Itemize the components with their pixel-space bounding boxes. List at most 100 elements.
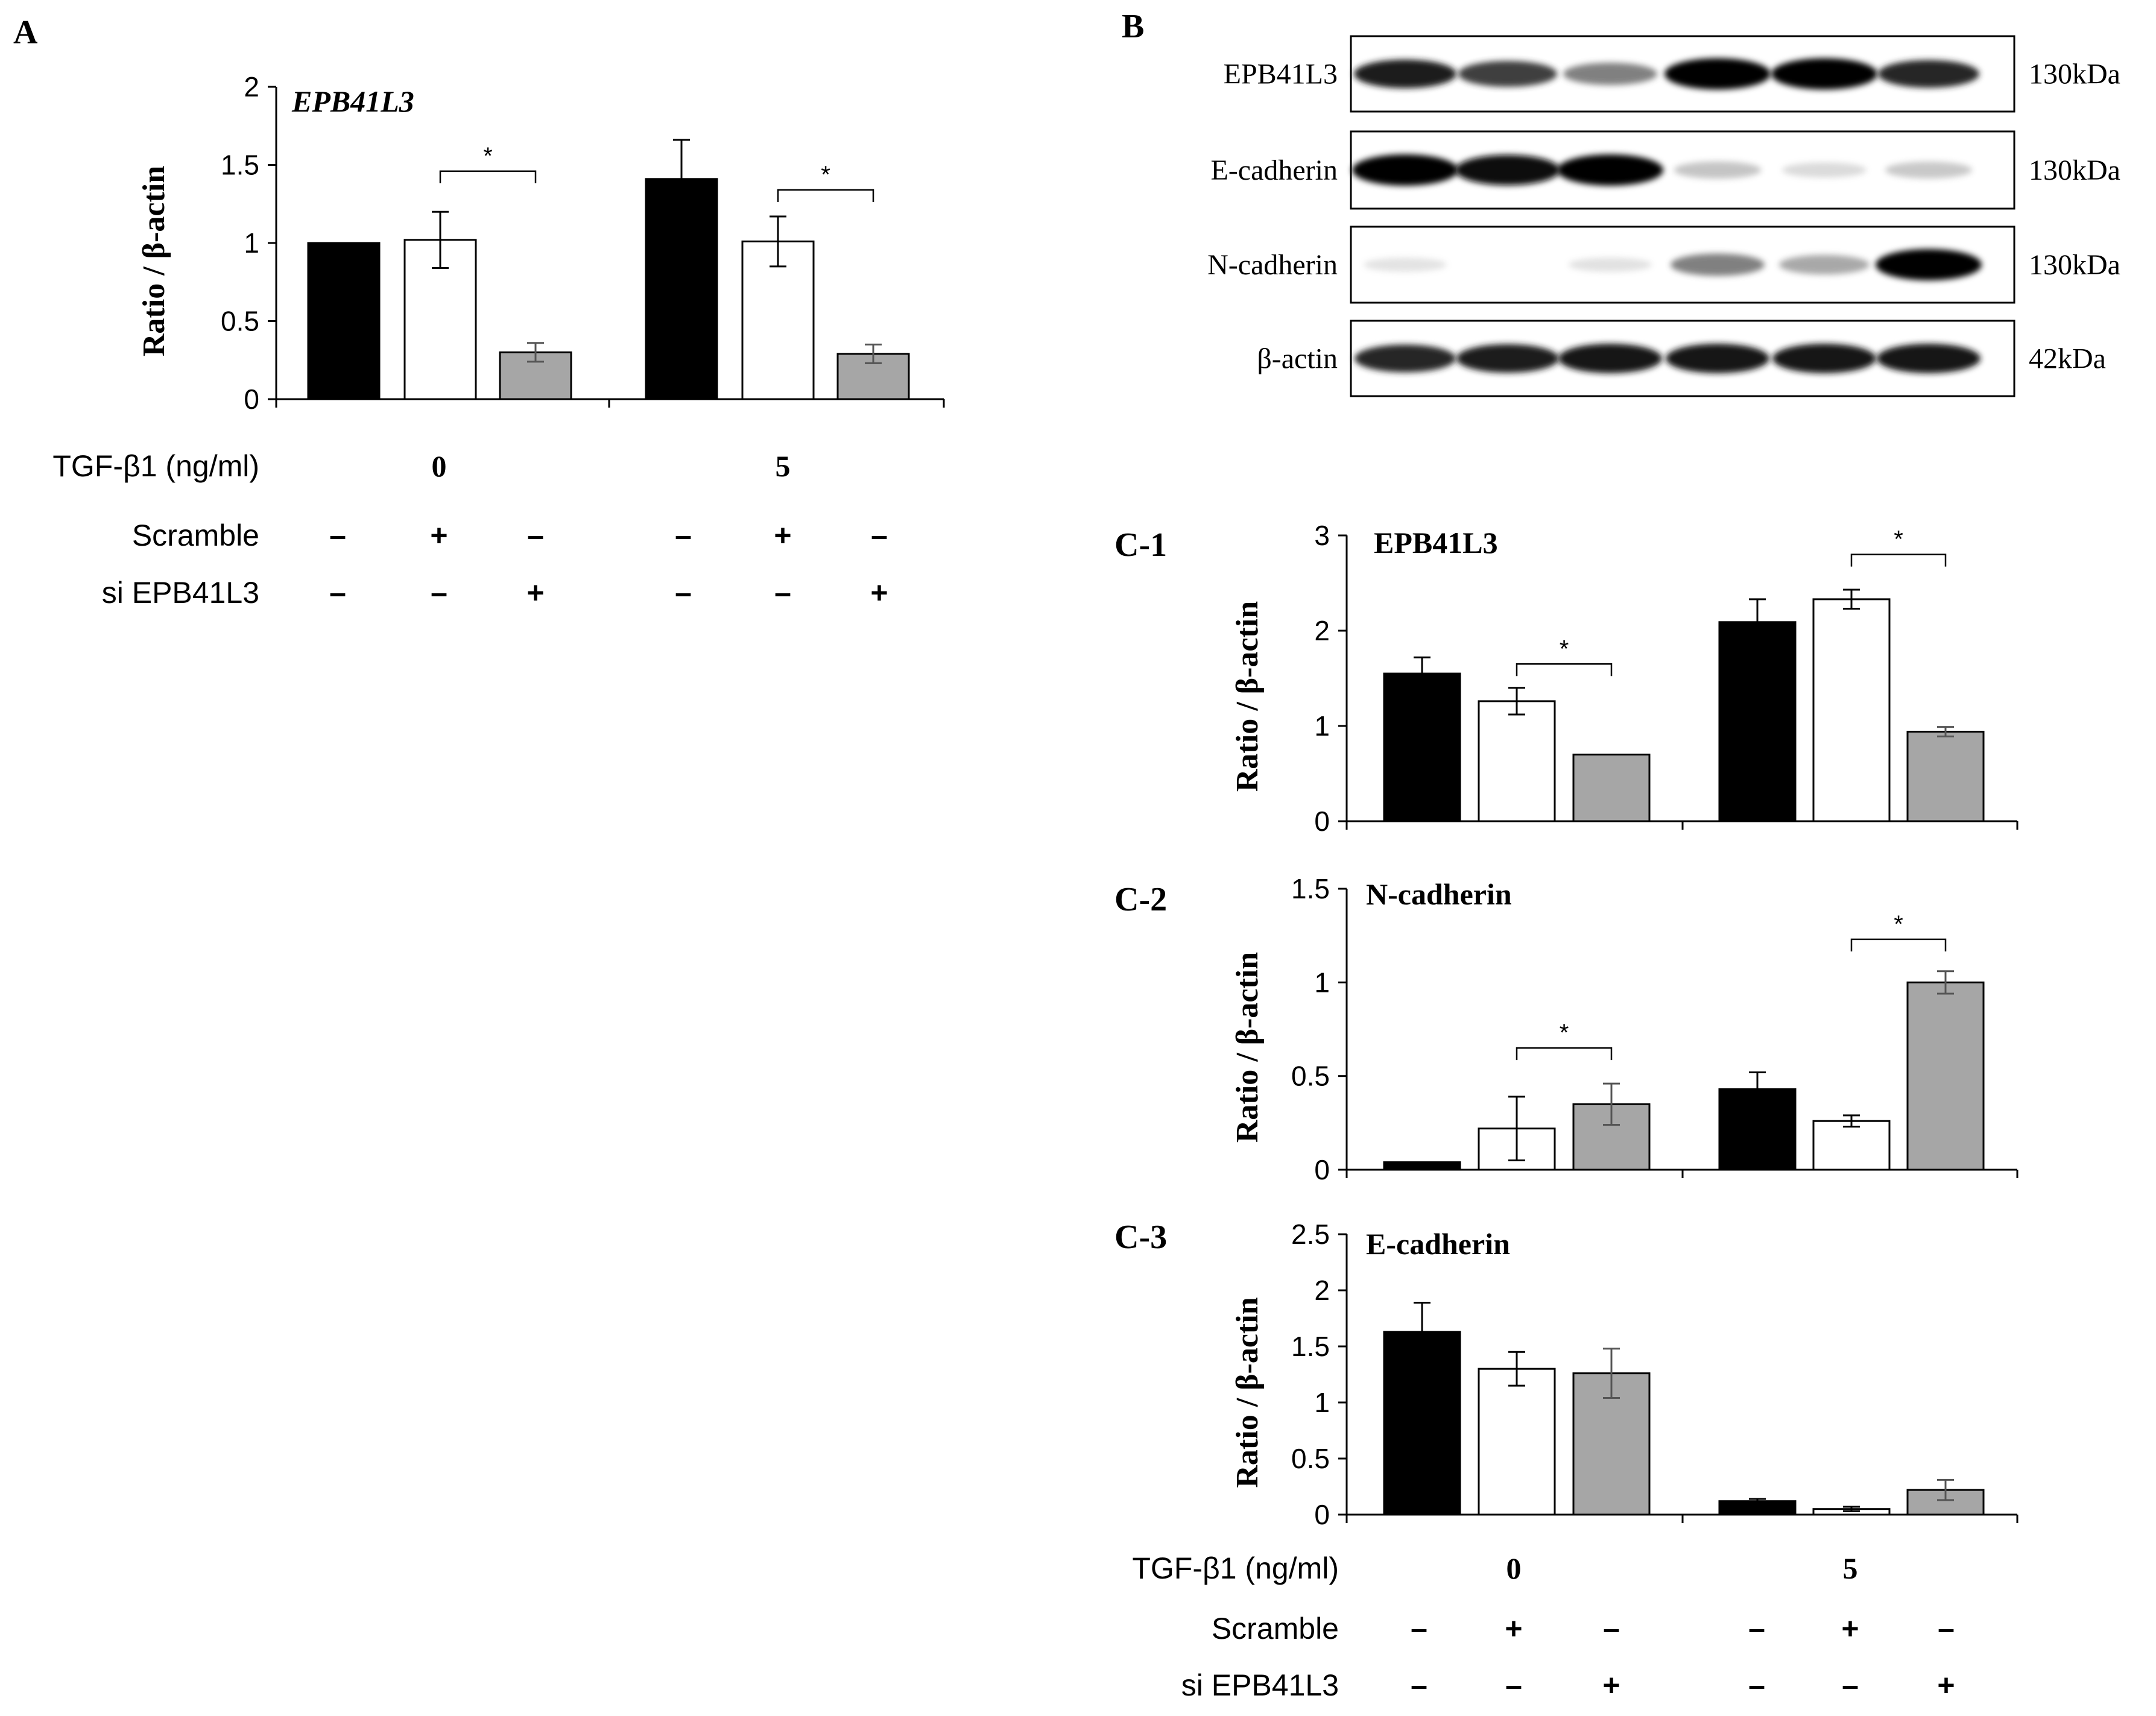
y-tick-label: 2 bbox=[1314, 615, 1330, 646]
y-tick-label: 0 bbox=[1314, 806, 1330, 837]
plus-mark: + bbox=[526, 576, 544, 610]
minus-mark: – bbox=[1938, 1612, 1955, 1645]
tgf-value: 0 bbox=[1506, 1551, 1522, 1585]
blot-band bbox=[1557, 154, 1663, 186]
significance-star: * bbox=[1560, 1020, 1569, 1046]
significance-star: * bbox=[1894, 526, 1903, 553]
bar bbox=[1383, 672, 1461, 822]
blot-band bbox=[1878, 60, 1979, 88]
tgf-label: TGF-β1 (ng/ml) bbox=[52, 449, 259, 483]
si-label: si EPB41L3 bbox=[102, 576, 259, 610]
panel-label-c3: C-3 bbox=[1114, 1219, 1167, 1256]
significance-star: * bbox=[1560, 636, 1569, 662]
minus-mark: – bbox=[431, 576, 447, 610]
bar bbox=[1906, 981, 1985, 1171]
minus-mark: – bbox=[329, 519, 346, 552]
panel-label-b: B bbox=[1122, 8, 1144, 45]
bar bbox=[1572, 753, 1651, 822]
minus-mark: – bbox=[527, 519, 544, 552]
plus-mark: + bbox=[430, 519, 447, 552]
chart-a: 0 0.5 1 1.5 2 Ratio / β-actin EPB41L3 * * bbox=[137, 71, 945, 415]
minus-mark: – bbox=[1842, 1668, 1859, 1702]
bar bbox=[1812, 598, 1891, 822]
y-tick-label: 1.5 bbox=[221, 150, 259, 181]
y-tick-label: 0 bbox=[244, 383, 259, 415]
western-blot: EPB41L3 130kDa E-cadherin 130kDa N-cadherin 1… bbox=[1207, 35, 2120, 397]
blot-band bbox=[1674, 161, 1762, 179]
y-axis-label: Ratio / β-actin bbox=[1230, 952, 1265, 1143]
blot-band bbox=[1355, 344, 1456, 373]
blot-row-label: N-cadherin bbox=[1207, 249, 1338, 281]
y-tick-label: 1 bbox=[1314, 967, 1330, 998]
blot-band bbox=[1885, 162, 1972, 178]
y-tick-label: 1 bbox=[1314, 1387, 1330, 1418]
blot-band bbox=[1458, 61, 1557, 87]
y-tick-label: 2.5 bbox=[1291, 1219, 1330, 1250]
blot-band bbox=[1666, 344, 1769, 373]
minus-mark: – bbox=[1748, 1612, 1765, 1645]
chart-title: EPB41L3 bbox=[291, 84, 414, 118]
y-axis-label: Ratio / β-actin bbox=[1230, 1297, 1265, 1487]
blot-band bbox=[1877, 344, 1981, 373]
y-tick-label: 0.5 bbox=[1291, 1443, 1330, 1474]
y-tick-label: 0 bbox=[1314, 1154, 1330, 1185]
minus-mark: – bbox=[1411, 1612, 1427, 1645]
minus-mark: – bbox=[329, 576, 346, 610]
panel-label-c1: C-1 bbox=[1114, 526, 1167, 564]
tgf-value: 5 bbox=[1843, 1551, 1858, 1585]
minus-mark: – bbox=[1505, 1668, 1522, 1702]
blot-size-label: 130kDa bbox=[2029, 154, 2120, 186]
chart-title: N-cadherin bbox=[1366, 877, 1512, 911]
panel-label-c2: C-2 bbox=[1114, 881, 1167, 918]
y-tick-label: 1.5 bbox=[1291, 1331, 1330, 1362]
significance-bracket bbox=[1850, 554, 1947, 567]
y-axis-label: Ratio / β-actin bbox=[137, 166, 171, 356]
significance-bracket bbox=[777, 189, 874, 202]
minus-mark: – bbox=[1411, 1668, 1427, 1702]
plus-mark: + bbox=[1505, 1612, 1522, 1645]
blot-band bbox=[1671, 253, 1765, 276]
tgf-label: TGF-β1 (ng/ml) bbox=[1132, 1551, 1339, 1585]
bar bbox=[1812, 1120, 1891, 1171]
blot-band bbox=[1664, 58, 1771, 90]
y-tick-label: 3 bbox=[1314, 520, 1330, 551]
blot-band bbox=[1455, 154, 1560, 186]
blot-band bbox=[1779, 254, 1870, 275]
chart-title: EPB41L3 bbox=[1374, 526, 1498, 560]
plus-mark: + bbox=[870, 576, 888, 610]
bar bbox=[307, 242, 381, 400]
significance-star: * bbox=[1894, 911, 1903, 938]
tgf-value: 5 bbox=[776, 449, 791, 483]
significance-star: * bbox=[483, 143, 493, 169]
blot-size-label: 42kDa bbox=[2029, 343, 2106, 375]
minus-mark: – bbox=[774, 576, 791, 610]
blot-band bbox=[1782, 162, 1867, 178]
y-tick-label: 0.5 bbox=[1291, 1061, 1330, 1092]
chart-c2: 0 0.5 1 1.5 Ratio / β-actin N-cadherin * * bbox=[1230, 873, 2018, 1185]
blot-band bbox=[1352, 154, 1458, 186]
significance-bracket bbox=[1516, 663, 1613, 677]
blot-band bbox=[1456, 344, 1559, 373]
bar bbox=[1478, 700, 1556, 822]
panel-label-a: A bbox=[13, 14, 38, 51]
bar bbox=[1906, 730, 1985, 822]
minus-mark: – bbox=[675, 576, 692, 610]
scramble-label: Scramble bbox=[1212, 1612, 1339, 1645]
blot-row-label: E-cadherin bbox=[1210, 154, 1338, 186]
bar bbox=[1718, 621, 1797, 822]
blot-band bbox=[1364, 257, 1447, 272]
bar bbox=[1383, 1161, 1461, 1171]
y-tick-label: 1 bbox=[244, 227, 259, 259]
bar bbox=[1478, 1367, 1556, 1516]
chart-c1: 0 1 2 3 Ratio / β-actin EPB41L3 * * bbox=[1230, 520, 2018, 837]
significance-bracket bbox=[1516, 1047, 1613, 1061]
scramble-label: Scramble bbox=[132, 519, 259, 552]
bar bbox=[741, 240, 815, 400]
chart-title: E-cadherin bbox=[1366, 1227, 1510, 1261]
plus-mark: + bbox=[1937, 1668, 1955, 1702]
blot-band bbox=[1558, 344, 1662, 373]
significance-bracket bbox=[1850, 938, 1947, 951]
minus-mark: – bbox=[1748, 1668, 1765, 1702]
plus-mark: + bbox=[1602, 1668, 1620, 1702]
